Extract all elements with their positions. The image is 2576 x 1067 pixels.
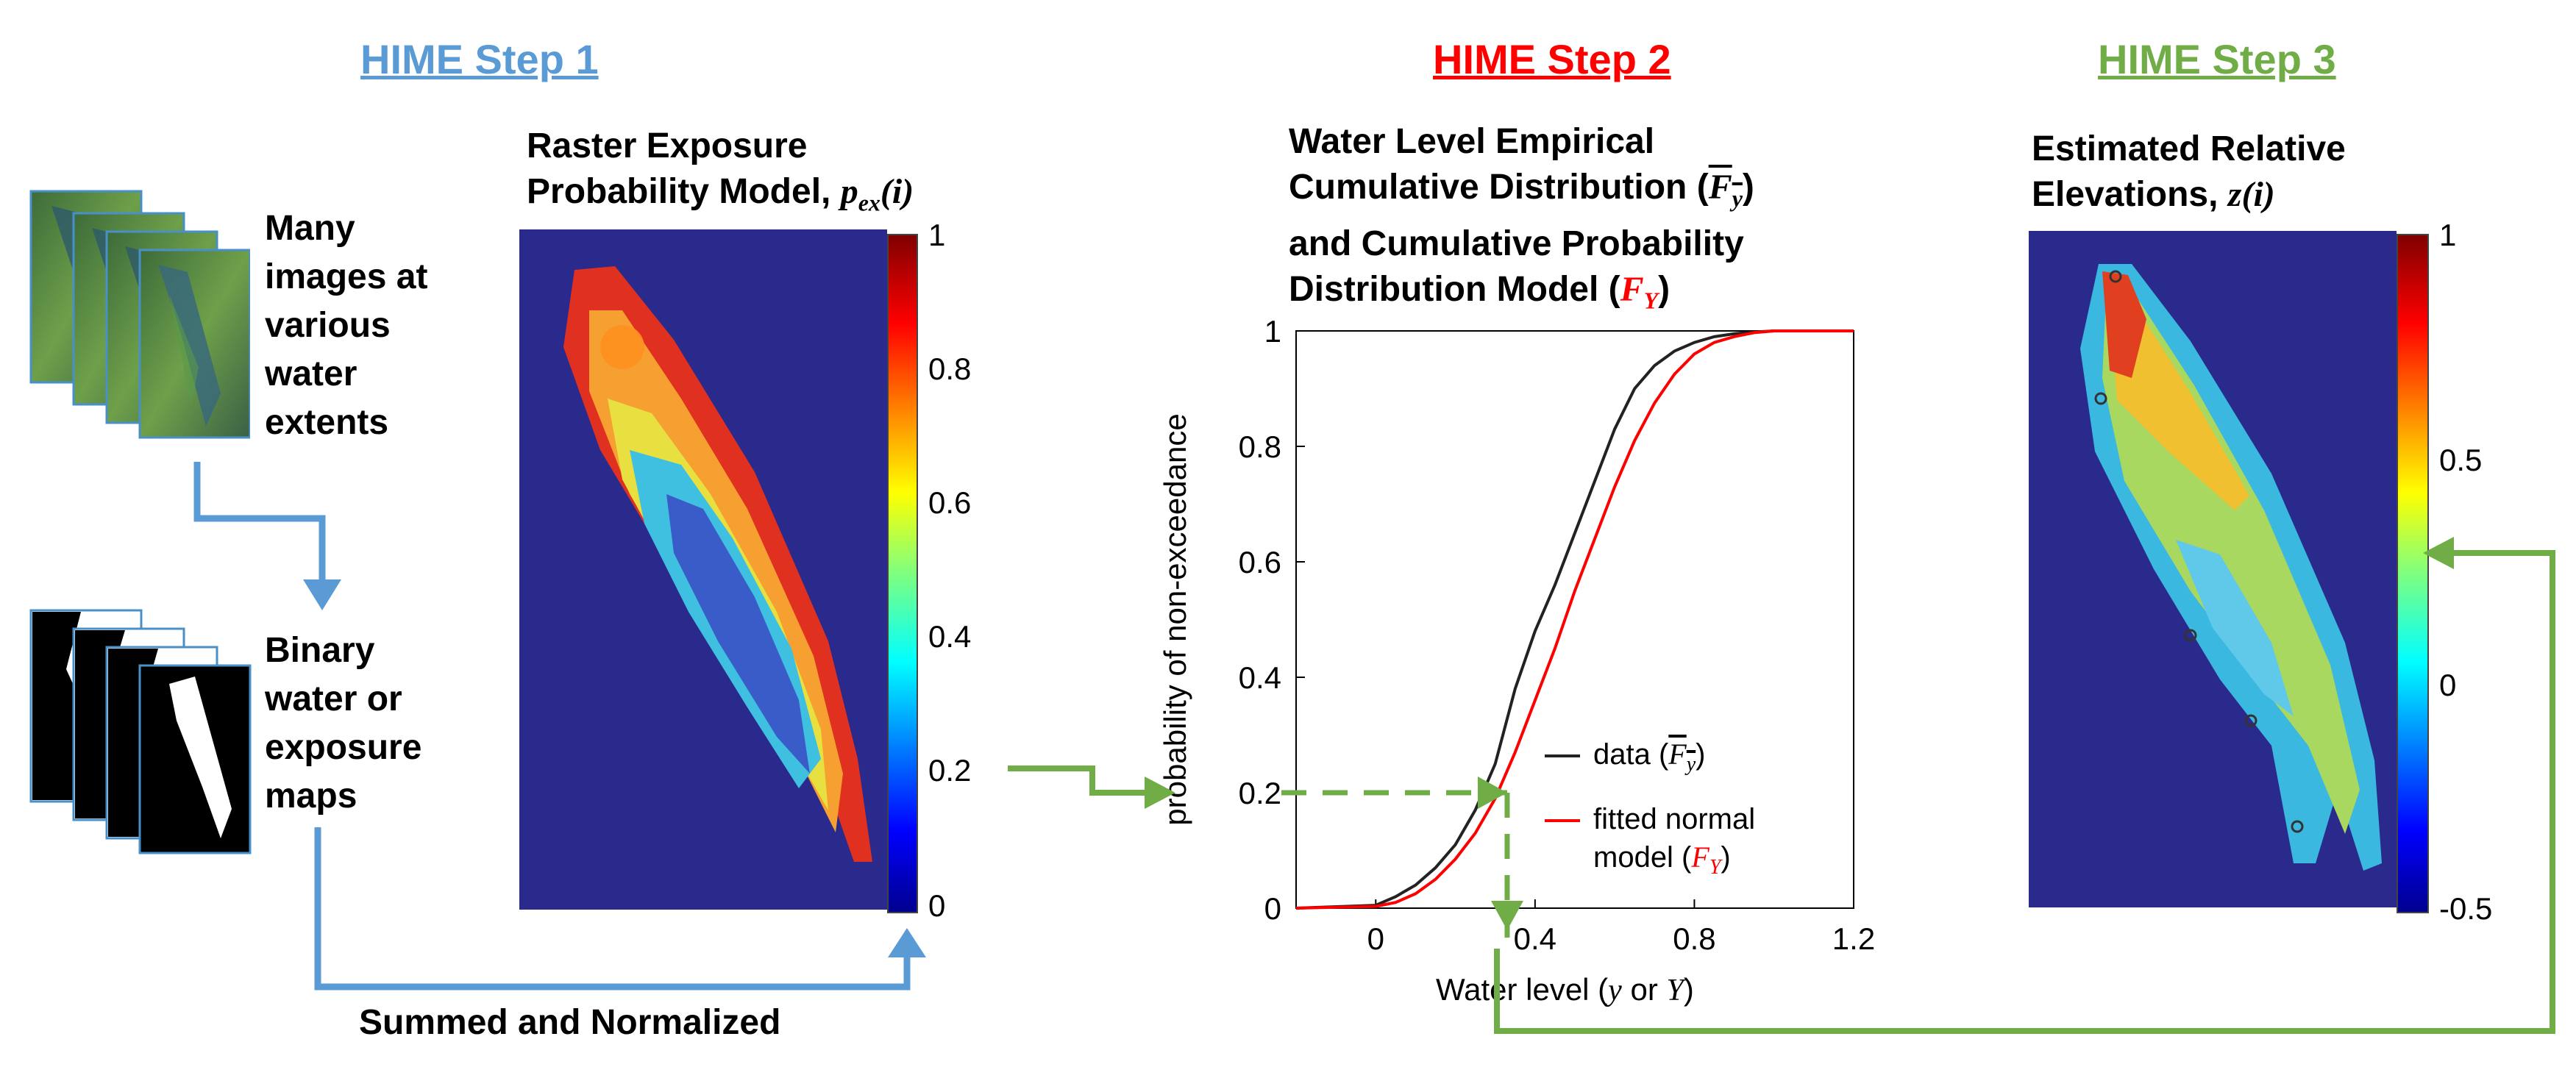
y-tick-label: 0.6 — [1239, 545, 1281, 579]
colorbar-exposure-tick: 0 — [928, 888, 946, 923]
cdf-plot-area — [1295, 330, 1854, 909]
raster-blue-core — [666, 494, 810, 774]
satellite-image-4 — [138, 249, 250, 439]
colorbar-elevation-tick: 0 — [2439, 668, 2457, 702]
colorbar-exposure-tick: 0.4 — [928, 619, 972, 654]
annotation-probability-arrowhead — [1477, 777, 1507, 809]
colorbar-to-cdf-arrow — [1008, 766, 1175, 809]
step2-title: HIME Step 2 — [1433, 36, 1671, 82]
elevation-title: Estimated Relative Elevations, z(i) — [2032, 129, 2346, 214]
colorbar-exposure — [887, 234, 918, 913]
colorbar-elevation-tick: -0.5 — [2439, 891, 2493, 926]
binary-label: Binary water or exposure maps — [265, 631, 422, 816]
sample-point-marker — [2244, 714, 2257, 727]
sample-point-marker — [2291, 820, 2304, 833]
x-tick-label: 0 — [1367, 921, 1384, 956]
y-tick-label: 0.4 — [1239, 660, 1281, 695]
sample-point-marker — [2184, 629, 2197, 642]
cdf-plot-title: Water Level Empirical Cumulative Distrib… — [1289, 122, 1754, 314]
images-label: Many images at various water extents — [265, 209, 428, 442]
y-tick-label: 0.2 — [1239, 776, 1281, 810]
step1-title: HIME Step 1 — [360, 36, 599, 82]
pex-symbol: pex(i) — [840, 172, 914, 216]
colorbar-exposure-tick: 0.2 — [928, 753, 972, 788]
y-tick-label: 1 — [1264, 314, 1281, 349]
binary-map-4 — [138, 664, 252, 854]
legend-fit-entry: fitted normal — [1545, 800, 1755, 838]
elevation-red — [2102, 271, 2146, 378]
legend-data-swatch — [1545, 754, 1580, 758]
summed-normalized-label: Summed and Normalized — [359, 1003, 781, 1042]
step3-title: HIME Step 3 — [2098, 36, 2336, 82]
z-symbol: z(i) — [2227, 175, 2275, 214]
series-line-data — [1295, 329, 1854, 910]
x-tick-label: 1.2 — [1832, 921, 1875, 956]
binary-to-raster-arrow — [314, 827, 926, 991]
legend-data-entry: data (Fy) — [1545, 735, 1755, 784]
x-tick-label: 0.4 — [1514, 921, 1556, 956]
cdf-to-elevation-arrow — [1494, 537, 2555, 1034]
colorbar-elevation-tick: 0.5 — [2439, 443, 2483, 477]
satellite-image-stack — [29, 190, 250, 439]
x-tick-label: 0.8 — [1673, 921, 1715, 956]
colorbar-exposure-tick: 0.8 — [928, 351, 972, 386]
sample-point-marker — [2094, 392, 2107, 405]
raster-exposure-map — [519, 229, 887, 910]
colorbar-exposure-tick: 0.6 — [928, 485, 972, 520]
legend-fit-swatch — [1545, 819, 1580, 823]
images-to-binary-arrow — [193, 462, 341, 610]
annotation-level-arrowhead — [1490, 901, 1523, 930]
sample-point-marker — [2109, 270, 2122, 283]
cdf-xlabel: Water level (y or Y) — [1436, 972, 1694, 1007]
elevation-cyan-core — [2176, 540, 2294, 716]
elevation-map — [2029, 231, 2397, 907]
y-tick-label: 0.8 — [1239, 429, 1281, 464]
raster-title: Raster Exposure Probability Model, pex(i… — [527, 126, 914, 216]
raster-hotspot — [600, 325, 644, 369]
cdf-ylabel: probability of non-exceedance — [1158, 413, 1192, 825]
cdf-chart: 0 0.4 0.8 1.2 0 0.2 0.4 0.6 0.8 1 probability of … — [1158, 314, 1875, 956]
Fy-hat-symbol: Fy — [1708, 168, 1743, 212]
legend-fit-entry-2: model (FY) — [1593, 841, 1731, 879]
elevation-yellow — [2110, 312, 2249, 510]
colorbar-exposure-tick: 1 — [928, 218, 946, 252]
colorbar-elevation — [2397, 234, 2429, 913]
series-line-fitted-normal — [1295, 329, 1854, 910]
cdf-legend: data (Fy) fitted normal model (FY) — [1545, 735, 1755, 887]
colorbar-elevation-tick: 1 — [2439, 218, 2457, 252]
y-tick-label: 0 — [1264, 891, 1281, 926]
FY-symbol: FY — [1620, 269, 1659, 314]
binary-map-stack — [29, 609, 252, 854]
